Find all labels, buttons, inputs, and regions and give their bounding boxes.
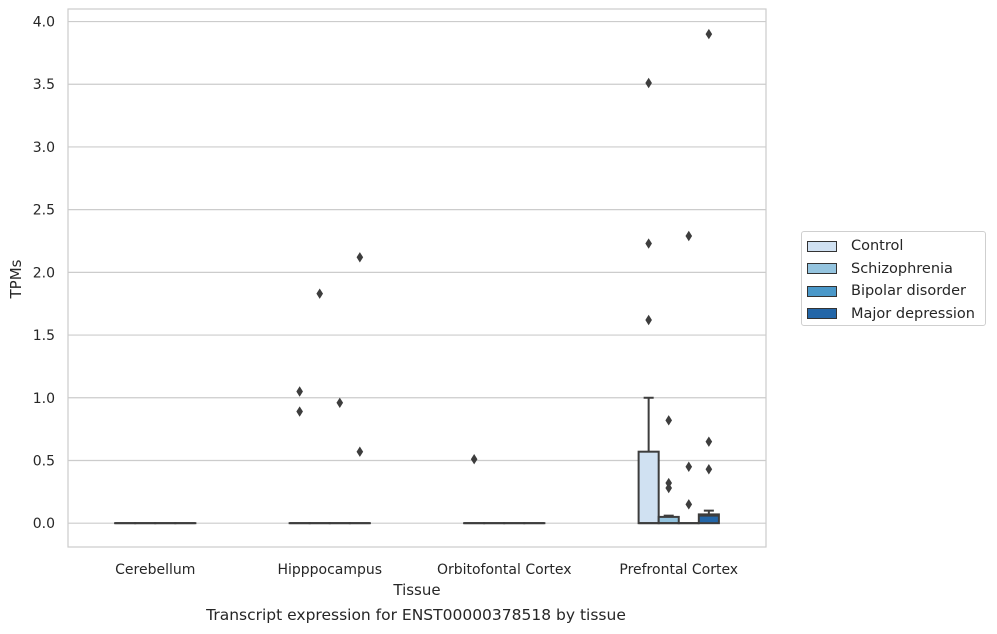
y-tick-labels: 0.0 0.5 1.0 1.5 2.0 2.5 3.0 3.5 4.0 <box>33 15 55 533</box>
x-tick-label: Hipppocampus <box>277 562 382 578</box>
legend-swatch-major-depression <box>807 308 837 320</box>
plot-frame <box>67 8 767 548</box>
gridlines <box>68 20 766 524</box>
y-tick-label: 0.5 <box>33 453 55 469</box>
box-3-0 <box>637 77 660 525</box>
box-3-2 <box>677 230 700 525</box>
legend-item-major-depression: Major depression <box>807 303 985 326</box>
chart-title: Transcript expression for ENST0000037851… <box>206 606 626 624</box>
outlier-point <box>645 77 652 89</box>
y-tick-label: 3.0 <box>33 140 55 156</box>
legend-label-major-depression: Major depression <box>851 305 975 322</box>
legend: Control Schizophrenia Bipolar disorder M… <box>801 231 986 326</box>
outlier-point <box>356 252 364 263</box>
outlier-point <box>705 464 713 475</box>
outlier-point <box>296 386 303 397</box>
y-tick-label: 1.5 <box>33 328 55 344</box>
box-1-1 <box>308 288 331 525</box>
x-tick-label: Prefrontal Cortex <box>619 562 738 578</box>
outlier-point <box>645 314 652 326</box>
y-axis-label: TPMs <box>7 259 25 299</box>
outlier-point <box>356 446 364 457</box>
y-tick-label: 2.0 <box>33 265 55 281</box>
y-tick-label: 1.0 <box>33 391 55 407</box>
box-3-1 <box>657 415 680 525</box>
x-tick-labels: Cerebellum Hipppocampus Orbitofontal Corte… <box>115 562 738 578</box>
outlier-point <box>685 230 693 242</box>
legend-item-bipolar-disorder: Bipolar disorder <box>807 280 985 303</box>
box-body <box>697 513 720 525</box>
x-tick-label: Orbitofontal Cortex <box>437 562 572 578</box>
outlier-point <box>705 28 713 40</box>
legend-label-bipolar-disorder: Bipolar disorder <box>851 283 966 300</box>
x-axis-label: Tissue <box>392 581 440 599</box>
box-1-3 <box>348 252 371 525</box>
legend-label-schizophrenia: Schizophrenia <box>851 260 953 277</box>
y-tick-label: 2.5 <box>33 203 55 219</box>
legend-label-control: Control <box>851 238 904 255</box>
box-1-0 <box>288 386 311 525</box>
outlier-point <box>685 499 693 510</box>
box-3-3 <box>697 28 720 525</box>
outlier-point <box>316 288 324 299</box>
outlier-point <box>296 406 303 417</box>
legend-item-control: Control <box>807 235 985 258</box>
legend-swatch-control <box>807 240 837 252</box>
outlier-point <box>705 436 713 447</box>
legend-swatch-bipolar-disorder <box>807 285 837 297</box>
x-tick-label: Cerebellum <box>115 562 195 578</box>
outlier-point <box>645 238 652 249</box>
outlier-point <box>336 397 344 408</box>
box-body <box>637 450 660 525</box>
outlier-point <box>685 461 693 472</box>
outlier-point <box>665 477 673 489</box>
legend-item-schizophrenia: Schizophrenia <box>807 258 985 281</box>
y-tick-label: 4.0 <box>33 15 55 31</box>
y-tick-label: 3.5 <box>33 77 55 93</box>
box-plot-marks <box>114 28 720 525</box>
legend-swatch-schizophrenia <box>807 263 837 275</box>
outlier-point <box>470 454 478 465</box>
box-2-0 <box>463 454 486 525</box>
y-tick-label: 0.0 <box>33 516 55 532</box>
outlier-point <box>665 415 673 426</box>
